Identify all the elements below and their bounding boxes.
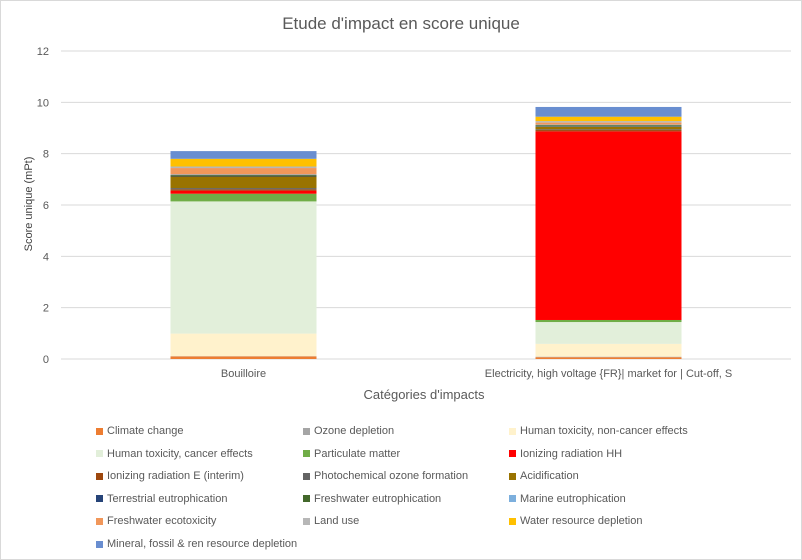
legend-item: Land use [303,513,359,529]
legend-item: Ionizing radiation HH [509,446,622,462]
bar-segment-photochemical-ozone-formation [535,129,682,131]
bar-segment-land-use [535,121,682,123]
bar-segment-mineral-fossil-ren-resource-depletion [170,151,317,159]
legend-swatch [96,517,103,525]
legend-swatch [303,450,310,458]
y-tick-label: 2 [43,303,49,315]
legend-swatch [303,427,310,435]
legend-label: Mineral, fossil & ren resource depletion [107,538,298,550]
legend-label: Marine eutrophication [520,492,626,505]
legend-item: Marine eutrophication [509,491,626,507]
legend-label: Ozone depletion [314,425,395,437]
legend-swatch [509,495,516,503]
bar-segment-ionizing-radiation-hh [170,190,317,194]
legend-label: Human toxicity, non-cancer effects [520,425,688,437]
bar-segment-freshwater-ecotoxicity [535,122,682,125]
y-tick-label: 8 [43,149,49,161]
legend-item: Ozone depletion [303,423,394,439]
bar-segment-human-toxicity-cancer-effects [170,201,317,334]
legend-label: Climate change [107,425,184,437]
legend-item: Water resource depletion [509,513,643,529]
bar-segment-acidification [535,126,682,130]
legend-item: Human toxicity, cancer effects [96,446,253,462]
legend-swatch [509,450,516,458]
bar-segment-ionizing-radiation-e-interim- [170,189,317,191]
bar-segment-marine-eutrophication [170,174,317,175]
legend-label: Water resource depletion [520,515,643,528]
legend-label: Particulate matter [314,447,401,460]
bar-segment-climate-change [170,356,317,359]
legend-item: Acidification [509,468,579,484]
y-tick-label: 6 [43,200,49,212]
x-tick-label: Bouilloire [221,368,266,380]
legend-item: Mineral, fossil & ren resource depletion [96,536,297,552]
bar-segment-photochemical-ozone-formation [170,188,317,190]
legend-swatch [303,495,310,503]
legend-swatch [509,427,516,435]
legend-swatch [509,517,516,525]
legend-label: Acidification [520,470,579,483]
bar-segment-freshwater-ecotoxicity [170,168,317,175]
stacked-bar-chart: Etude d'impact en score unique Score uni… [23,14,791,402]
x-axis-title: Catégories d'impacts [364,387,485,402]
legend-swatch [509,472,516,480]
legend-item: Ionizing radiation E (interim) [96,468,244,484]
legend-item: Freshwater eutrophication [303,491,441,507]
y-tick-label: 4 [43,251,49,263]
legend-item: Human toxicity, non-cancer effects [509,423,688,439]
legend-item: Photochemical ozone formation [303,468,468,484]
bar-segment-mineral-fossil-ren-resource-depletion [535,106,682,117]
legend-label: Ionizing radiation E (interim) [107,470,244,483]
y-tick-labels: 0 2 4 6 8 10 12 [37,46,49,366]
bar-segment-terrestrial-eutrophication [170,175,317,177]
bar-segment-ionizing-radiation-e-interim- [535,130,682,132]
legend-label: Ionizing radiation HH [520,447,623,460]
legend-label: Terrestrial eutrophication [107,492,228,505]
bar-segment-freshwater-eutrophication [535,125,682,127]
legend-swatch [303,517,310,525]
legend-swatch [96,427,103,435]
legend-swatch [96,495,103,503]
y-tick-label: 10 [37,97,49,109]
x-tick-label: Electricity, high voltage {FR}| market f… [485,368,732,380]
bar-segment-particulate-matter [535,319,682,323]
y-tick-label: 0 [43,354,49,366]
legend-item: Terrestrial eutrophication [96,491,227,507]
bar-segment-climate-change [535,357,682,359]
legend-swatch [96,472,103,480]
chart-title: Etude d'impact en score unique [282,14,520,33]
bar-segment-human-toxicity-cancer-effects [535,322,682,344]
legend-label: Photochemical ozone formation [314,470,469,483]
bar-segment-human-toxicity-non-cancer-effects [170,333,317,357]
bar-segment-acidification [170,176,317,189]
y-axis-title: Score unique (mPt) [23,157,35,252]
legend-swatch [96,450,103,458]
bar-stacks [170,106,682,359]
legend-label: Freshwater eutrophication [314,492,442,505]
legend-swatch [303,472,310,480]
bar-segment-ozone-depletion [535,356,682,358]
bar-segment-freshwater-eutrophication [170,174,317,176]
x-tick-labels: Bouilloire Electricity, high voltage {FR}… [221,368,732,380]
legend-item: Climate change [96,423,183,439]
legend-label: Freshwater ecotoxicity [107,515,217,528]
bar-segment-terrestrial-eutrophication [535,126,682,127]
legend-item: Particulate matter [303,446,400,462]
legend-swatch [96,540,103,548]
legend-item: Freshwater ecotoxicity [96,513,216,529]
bar-segment-marine-eutrophication [535,124,682,126]
bar-segment-water-resource-depletion [170,158,317,167]
legend-label: Land use [314,515,360,528]
bar-segment-particulate-matter [170,193,317,202]
bar-segment-human-toxicity-non-cancer-effects [535,343,682,357]
y-tick-label: 12 [37,46,49,58]
bar-segment-land-use [170,166,317,169]
legend-label: Human toxicity, cancer effects [107,447,253,460]
bar-segment-ionizing-radiation-hh [535,131,682,320]
bar-segment-water-resource-depletion [535,116,682,122]
